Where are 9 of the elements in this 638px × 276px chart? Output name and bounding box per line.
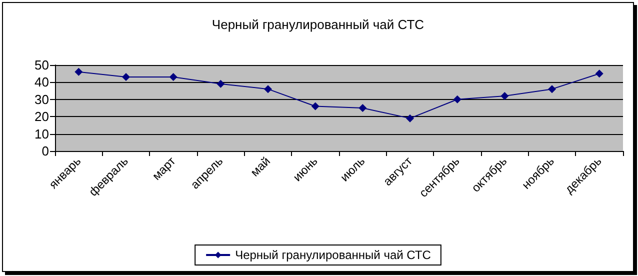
y-tick-label: 50 (34, 58, 49, 72)
y-tick-label: 10 (34, 126, 49, 142)
chart-title: Черный гранулированный чай СТС (212, 17, 424, 32)
y-tick-label: 20 (34, 109, 49, 124)
y-tick-label: 0 (42, 144, 49, 158)
x-tick-label: май (248, 154, 273, 180)
legend-label: Черный гранулированный чай СТС (235, 248, 432, 262)
y-tick-label: 30 (34, 92, 49, 107)
y-tick-label: 40 (34, 74, 49, 90)
